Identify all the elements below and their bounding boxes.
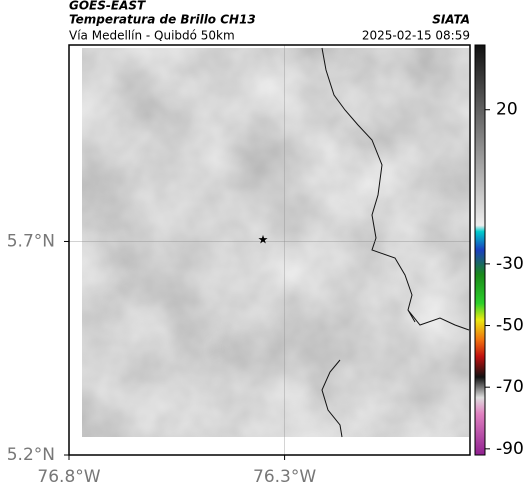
title: Temperatura de Brillo CH13 xyxy=(69,13,256,27)
colorbar-tick-label: -50 xyxy=(496,316,524,336)
agency: SIATA xyxy=(432,13,470,27)
colorbar-tick-label: -70 xyxy=(496,377,524,397)
subtitle: Vía Medellín - Quibdó 50km xyxy=(69,29,235,43)
colorbar-tick-label: -30 xyxy=(496,254,524,274)
y-tick-label: 5.7°N xyxy=(7,231,55,251)
source: GOES-EAST xyxy=(69,0,146,13)
map-frame xyxy=(68,44,471,456)
x-tick-label: 76.8°W xyxy=(37,467,100,487)
coastline-border xyxy=(321,47,470,438)
brightness-image xyxy=(82,48,469,437)
colorbar xyxy=(474,44,486,456)
x-tick-label: 76.3°W xyxy=(253,467,316,487)
colorbar-tick-label: -90 xyxy=(496,439,524,459)
timestamp: 2025-02-15 08:59 xyxy=(362,29,470,43)
location-star: ★ xyxy=(258,233,269,247)
colorbar-tick-label: 20 xyxy=(496,100,518,120)
y-tick-label: 5.2°N xyxy=(7,445,55,465)
